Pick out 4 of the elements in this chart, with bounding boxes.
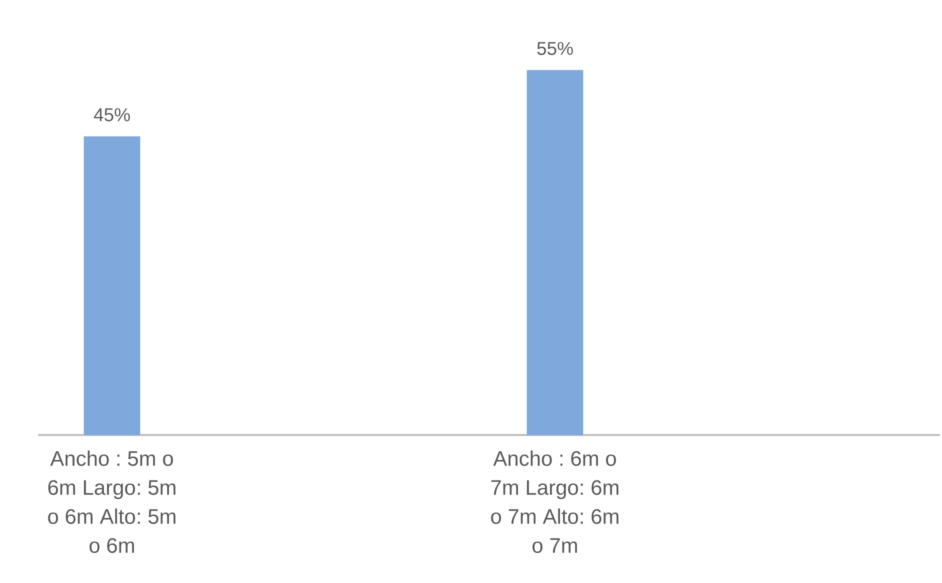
x-tick-label: Ancho : 5m o 6m Largo: 5m o 6m Alto: 5m o 6m	[48, 450, 176, 553]
x-tick-label: Ancho : 6m o 7m Largo: 6m o 7m Alto: 6m o 7m	[491, 450, 618, 553]
data-label: 45%	[94, 108, 130, 122]
data-label: 55%	[537, 42, 573, 55]
